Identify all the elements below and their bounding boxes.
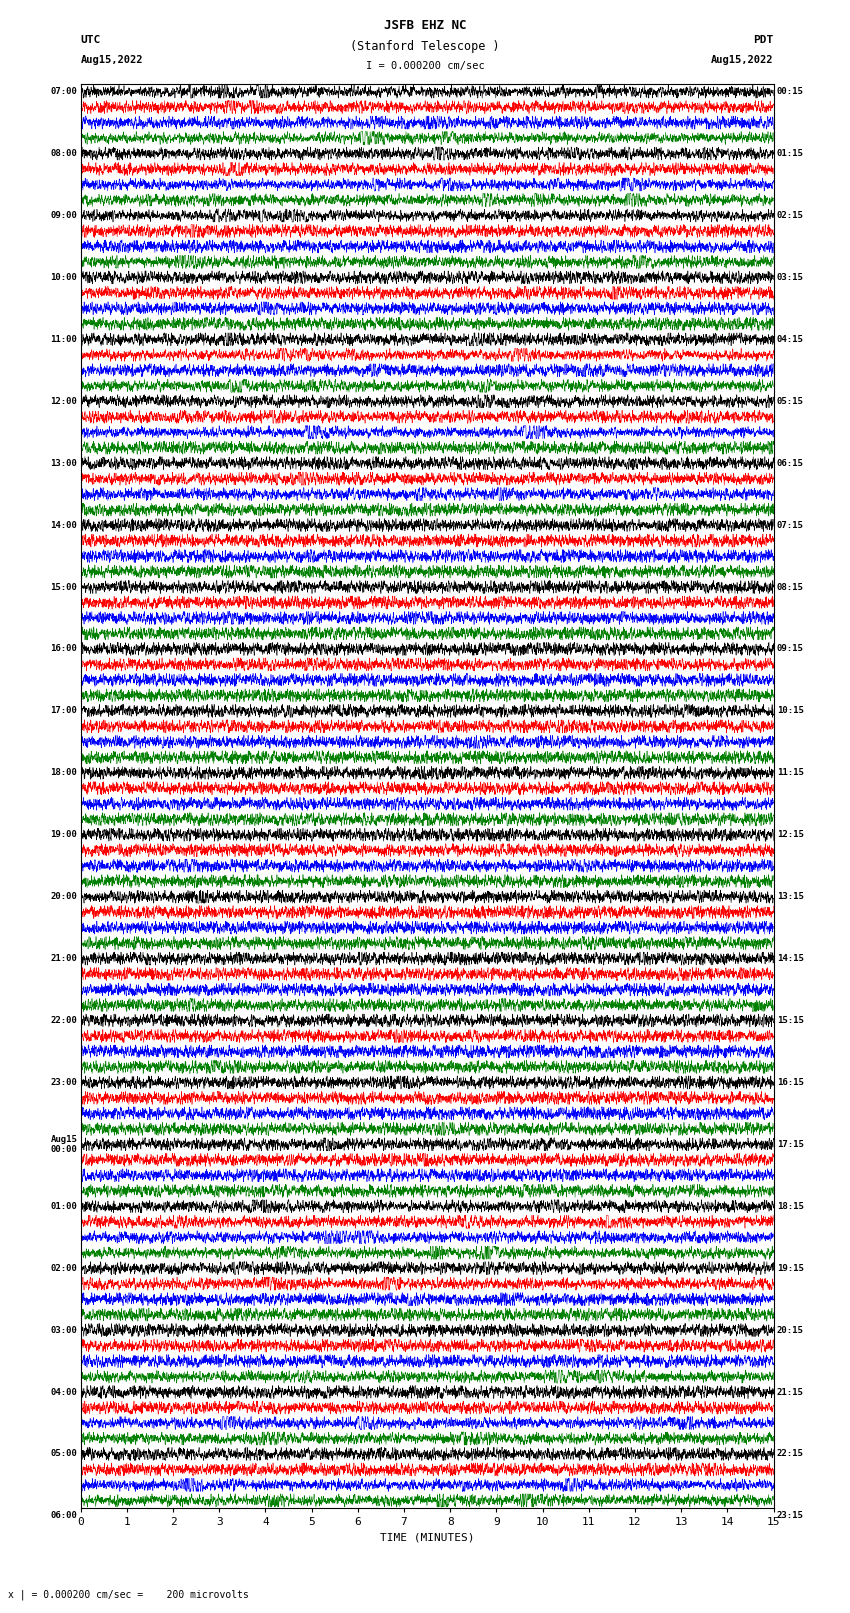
Text: 07:00: 07:00 (50, 87, 77, 97)
Text: 23:15: 23:15 (777, 1511, 804, 1521)
Text: PDT: PDT (753, 35, 774, 45)
Text: 09:00: 09:00 (50, 211, 77, 219)
Text: 05:15: 05:15 (777, 397, 804, 406)
Text: Aug15
00:00: Aug15 00:00 (50, 1134, 77, 1153)
Text: 01:15: 01:15 (777, 148, 804, 158)
Text: 05:00: 05:00 (50, 1450, 77, 1458)
Text: 06:15: 06:15 (777, 458, 804, 468)
Text: 02:00: 02:00 (50, 1263, 77, 1273)
Text: 14:15: 14:15 (777, 953, 804, 963)
Text: 19:00: 19:00 (50, 831, 77, 839)
Text: JSFB EHZ NC: JSFB EHZ NC (383, 19, 467, 32)
Text: 17:15: 17:15 (777, 1140, 804, 1148)
Text: 12:00: 12:00 (50, 397, 77, 406)
Text: 00:15: 00:15 (777, 87, 804, 97)
Text: 08:15: 08:15 (777, 582, 804, 592)
Text: 11:15: 11:15 (777, 768, 804, 777)
Text: 15:15: 15:15 (777, 1016, 804, 1024)
Text: 02:15: 02:15 (777, 211, 804, 219)
Text: 11:00: 11:00 (50, 336, 77, 344)
Text: 13:00: 13:00 (50, 458, 77, 468)
Text: Aug15,2022: Aug15,2022 (81, 55, 144, 65)
Text: (Stanford Telescope ): (Stanford Telescope ) (350, 40, 500, 53)
Text: 18:00: 18:00 (50, 768, 77, 777)
Text: 21:00: 21:00 (50, 953, 77, 963)
Text: 16:00: 16:00 (50, 645, 77, 653)
Text: I = 0.000200 cm/sec: I = 0.000200 cm/sec (366, 61, 484, 71)
Text: x | = 0.000200 cm/sec =    200 microvolts: x | = 0.000200 cm/sec = 200 microvolts (8, 1589, 249, 1600)
Text: Aug15,2022: Aug15,2022 (711, 55, 774, 65)
Text: 23:00: 23:00 (50, 1077, 77, 1087)
Text: 07:15: 07:15 (777, 521, 804, 529)
Text: 17:00: 17:00 (50, 706, 77, 716)
Text: 10:00: 10:00 (50, 273, 77, 282)
Text: 20:15: 20:15 (777, 1326, 804, 1334)
Text: 15:00: 15:00 (50, 582, 77, 592)
Text: 09:15: 09:15 (777, 645, 804, 653)
Text: 22:15: 22:15 (777, 1450, 804, 1458)
Text: 14:00: 14:00 (50, 521, 77, 529)
Text: 04:15: 04:15 (777, 336, 804, 344)
X-axis label: TIME (MINUTES): TIME (MINUTES) (380, 1532, 474, 1542)
Text: 22:00: 22:00 (50, 1016, 77, 1024)
Text: 03:00: 03:00 (50, 1326, 77, 1334)
Text: 01:00: 01:00 (50, 1202, 77, 1211)
Text: 04:00: 04:00 (50, 1387, 77, 1397)
Text: 20:00: 20:00 (50, 892, 77, 902)
Text: 06:00: 06:00 (50, 1511, 77, 1521)
Text: 16:15: 16:15 (777, 1077, 804, 1087)
Text: 21:15: 21:15 (777, 1387, 804, 1397)
Text: 18:15: 18:15 (777, 1202, 804, 1211)
Text: 12:15: 12:15 (777, 831, 804, 839)
Text: 19:15: 19:15 (777, 1263, 804, 1273)
Text: 03:15: 03:15 (777, 273, 804, 282)
Text: 10:15: 10:15 (777, 706, 804, 716)
Text: 08:00: 08:00 (50, 148, 77, 158)
Text: UTC: UTC (81, 35, 101, 45)
Text: 13:15: 13:15 (777, 892, 804, 902)
